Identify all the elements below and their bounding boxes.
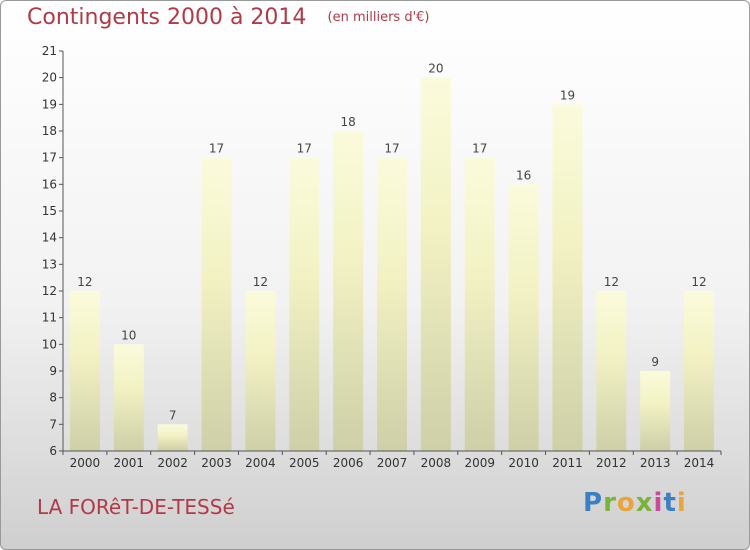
- y-tick-label: 19: [42, 97, 57, 111]
- data-label: 12: [253, 275, 268, 289]
- bar: [464, 157, 495, 451]
- bar: [552, 104, 583, 451]
- logo-letter: i: [676, 488, 687, 518]
- x-tick-label: 2004: [245, 456, 276, 470]
- bar: [640, 371, 671, 451]
- y-tick-label: 7: [49, 417, 57, 431]
- bar: [508, 184, 539, 452]
- x-tick-label: 2009: [464, 456, 495, 470]
- bar: [157, 424, 188, 451]
- x-tick-label: 2003: [201, 456, 232, 470]
- x-tick-label: 2010: [508, 456, 539, 470]
- x-tick-label: 2012: [596, 456, 627, 470]
- bar: [245, 291, 276, 451]
- bar: [69, 291, 100, 451]
- data-label: 9: [651, 355, 659, 369]
- x-tick-label: 2011: [552, 456, 583, 470]
- data-label: 12: [604, 275, 619, 289]
- y-tick-label: 10: [42, 337, 57, 351]
- bar: [596, 291, 627, 451]
- x-tick-label: 2008: [421, 456, 452, 470]
- logo-letter: r: [603, 488, 617, 518]
- data-label: 17: [297, 142, 312, 156]
- data-label: 16: [516, 168, 531, 182]
- logo-letter: t: [663, 488, 677, 518]
- y-tick-label: 6: [49, 444, 57, 458]
- chart-title: Contingents 2000 à 2014: [27, 5, 307, 30]
- x-tick-label: 2000: [70, 456, 101, 470]
- x-tick-label: 2002: [157, 456, 188, 470]
- data-label: 18: [340, 115, 355, 129]
- x-tick-label: 2005: [289, 456, 320, 470]
- bar: [420, 77, 451, 452]
- bar: [684, 291, 715, 451]
- y-tick-label: 16: [42, 177, 57, 191]
- y-tick-label: 14: [42, 231, 57, 245]
- y-tick-label: 13: [42, 257, 57, 271]
- y-tick-label: 9: [49, 364, 57, 378]
- x-tick-label: 2013: [640, 456, 671, 470]
- bar: [113, 344, 144, 451]
- data-label: 19: [560, 88, 575, 102]
- chart-subtitle: (en milliers d'€): [327, 10, 430, 25]
- logo-letter: o: [616, 488, 636, 518]
- x-tick-label: 2001: [114, 456, 145, 470]
- y-tick-label: 12: [42, 284, 57, 298]
- y-tick-label: 8: [49, 391, 57, 405]
- bar: [201, 157, 232, 451]
- data-label: 12: [691, 275, 706, 289]
- y-tick-label: 21: [42, 44, 57, 58]
- logo-letter: P: [583, 488, 604, 518]
- bar: [289, 157, 320, 451]
- y-tick-label: 18: [42, 124, 57, 138]
- logo-letter: x: [635, 488, 654, 518]
- data-label: 20: [428, 62, 443, 76]
- place-name: LA FORêT-DE-TESSé: [37, 495, 235, 519]
- title-row: Contingents 2000 à 2014 (en milliers d'€…: [27, 5, 429, 30]
- data-label: 17: [472, 142, 487, 156]
- proxiti-logo: Proxiti: [583, 488, 687, 518]
- data-label: 12: [77, 275, 92, 289]
- logo-letter: i: [653, 488, 664, 518]
- data-label: 17: [384, 142, 399, 156]
- x-tick-label: 2007: [377, 456, 408, 470]
- bar: [333, 131, 364, 451]
- x-tick-label: 2006: [333, 456, 364, 470]
- y-tick-label: 20: [42, 71, 57, 85]
- data-label: 17: [209, 142, 224, 156]
- data-label: 10: [121, 328, 136, 342]
- y-tick-label: 15: [42, 204, 57, 218]
- y-tick-label: 11: [42, 311, 57, 325]
- bar: [377, 157, 407, 451]
- x-tick-label: 2014: [684, 456, 715, 470]
- data-label: 7: [169, 408, 177, 422]
- y-tick-label: 17: [42, 151, 57, 165]
